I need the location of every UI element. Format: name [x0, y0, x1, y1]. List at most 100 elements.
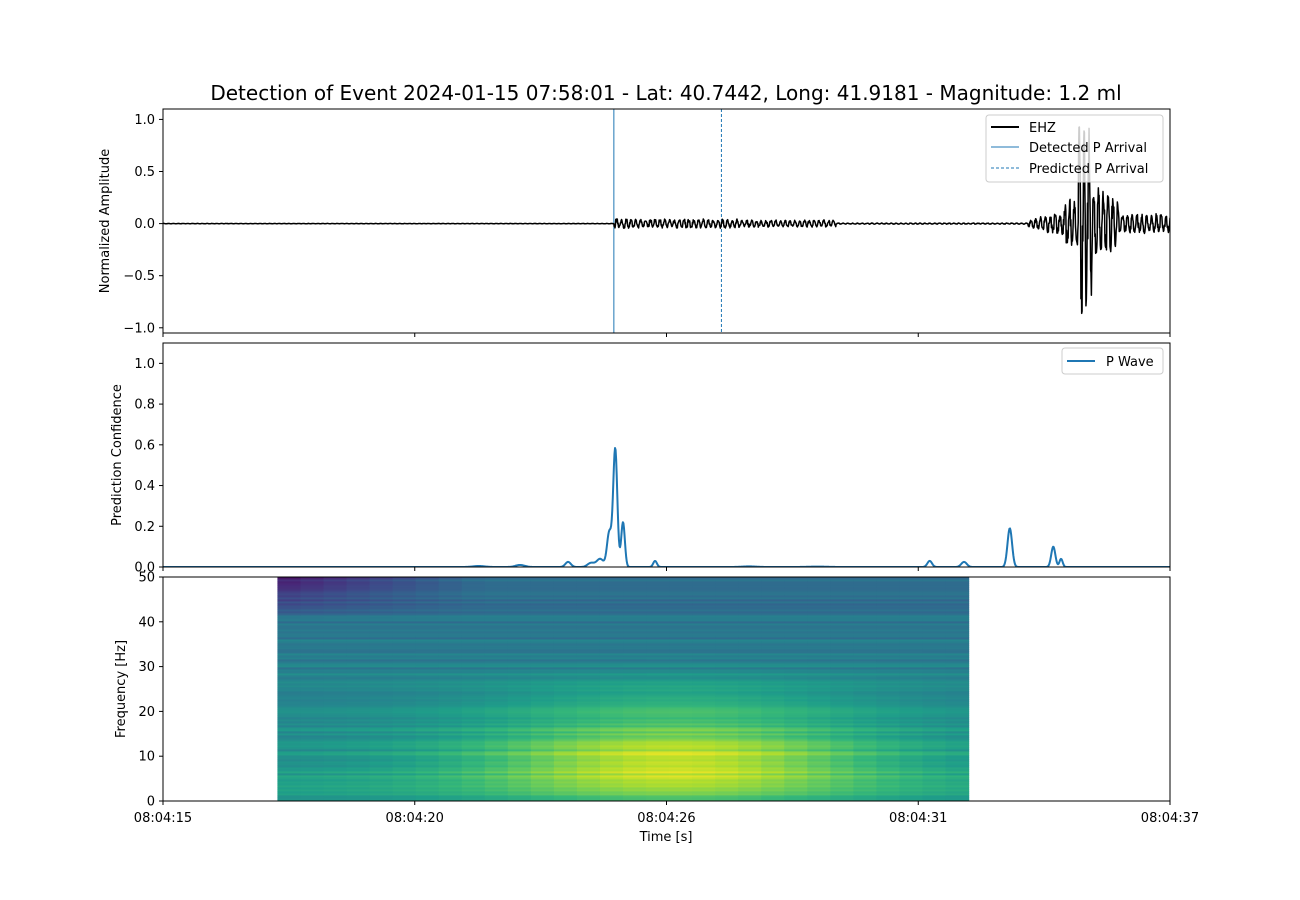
spectrogram-cell: [369, 607, 394, 610]
spectrogram-cell: [484, 773, 509, 776]
spectrogram-cell: [876, 615, 901, 618]
spectrogram-cell: [899, 685, 924, 688]
spectrogram-cell: [576, 765, 601, 768]
spectrogram-cell: [669, 735, 693, 738]
spectrogram-cell: [346, 601, 371, 604]
spectrogram-cell: [922, 731, 947, 734]
spectrogram-cell: [853, 637, 878, 640]
spectrogram-cell: [323, 621, 348, 624]
spectrogram-cell: [346, 595, 371, 598]
spectrogram-cell: [346, 783, 371, 786]
spectrogram-cell: [300, 771, 325, 774]
spectrogram-cell: [715, 711, 739, 714]
spectrogram-cell: [553, 577, 578, 580]
spectrogram-cell: [300, 605, 325, 608]
spectrogram-cell: [853, 689, 878, 692]
spectrogram-cell: [853, 771, 878, 774]
spectrogram-cell: [669, 671, 693, 674]
spectrogram-cell: [922, 783, 947, 786]
spectrogram-cell: [853, 601, 878, 604]
spectrogram-cell: [415, 763, 440, 766]
spectrogram-cell: [369, 759, 394, 762]
spectrogram-cell: [715, 595, 739, 598]
spectrogram-cell: [415, 663, 440, 666]
spectrogram-cell: [415, 713, 440, 716]
spectrogram-cell: [715, 737, 739, 740]
spectrogram-cell: [461, 789, 486, 792]
spectrogram-cell: [507, 799, 532, 802]
spectrogram-cell: [346, 629, 371, 632]
spectrogram-cell: [461, 769, 486, 772]
spectrogram-cell: [599, 669, 624, 672]
spectrogram-cell: [646, 595, 670, 598]
spectrogram-cell: [807, 795, 831, 798]
spectrogram-cell: [346, 757, 371, 760]
spectrogram-cell: [669, 587, 693, 590]
spectrogram-cell: [461, 617, 486, 620]
spectrogram-cell: [461, 777, 486, 780]
spectrogram-cell: [807, 689, 831, 692]
spectrogram-cell: [392, 783, 417, 786]
spectrogram-cell: [899, 597, 924, 600]
spectrogram-cell: [922, 767, 947, 770]
spectrogram-cell: [346, 667, 371, 670]
spectrogram-cell: [715, 587, 739, 590]
spectrogram-cell: [346, 759, 371, 762]
spectrogram-cell: [807, 751, 831, 754]
spectrogram-cell: [784, 747, 808, 750]
spectrogram-cell: [346, 583, 371, 586]
spectrogram-cell: [415, 585, 440, 588]
spectrogram-cell: [738, 701, 762, 704]
spectrogram-cell: [623, 727, 647, 730]
spectrogram-cell: [369, 779, 394, 782]
spectrogram-cell: [876, 725, 901, 728]
spectrogram-cell: [738, 669, 762, 672]
spectrogram-cell: [461, 603, 486, 606]
spectrogram-cell: [623, 645, 647, 648]
spectrogram-cell: [738, 663, 762, 666]
spectrogram-cell: [715, 787, 739, 790]
spectrogram-cell: [761, 747, 785, 750]
spectrogram-cell: [461, 717, 486, 720]
spectrogram-cell: [738, 783, 762, 786]
spectrogram-cell: [576, 639, 601, 642]
spectrogram-cell: [599, 593, 624, 596]
spectrogram-cell: [669, 781, 693, 784]
spectrogram-cell: [669, 617, 693, 620]
spectrogram-cell: [415, 597, 440, 600]
spectrogram-cell: [277, 799, 302, 802]
spectrogram-cell: [300, 687, 325, 690]
spectrogram-cell: [461, 743, 486, 746]
spectrogram-cell: [830, 789, 855, 792]
spectrogram-cell: [438, 619, 463, 622]
spectrogram-cell: [553, 793, 578, 796]
spectrogram-cell: [761, 615, 785, 618]
spectrogram-cell: [392, 731, 417, 734]
spectrogram-cell: [346, 607, 371, 610]
spectrogram-cell: [369, 655, 394, 658]
spectrogram-cell: [277, 613, 302, 616]
spectrogram-cell: [807, 653, 831, 656]
spectrogram-cell: [715, 783, 739, 786]
spectrogram-cell: [899, 779, 924, 782]
spectrogram-cell: [392, 745, 417, 748]
spectrogram-cell: [945, 741, 970, 744]
spectrogram-ytick-label: 10: [138, 750, 155, 765]
spectrogram-cell: [599, 773, 624, 776]
spectrogram-cell: [599, 707, 624, 710]
spectrogram-cell: [784, 777, 808, 780]
spectrogram-cell: [438, 785, 463, 788]
spectrogram-cell: [876, 637, 901, 640]
spectrogram-cell: [692, 793, 716, 796]
spectrogram-cell: [438, 737, 463, 740]
spectrogram-cell: [392, 723, 417, 726]
spectrogram-cell: [392, 605, 417, 608]
spectrogram-cell: [530, 727, 555, 730]
spectrogram-cell: [853, 679, 878, 682]
spectrogram-cell: [346, 731, 371, 734]
spectrogram-cell: [277, 583, 302, 586]
spectrogram-cell: [323, 695, 348, 698]
spectrogram-cell: [369, 761, 394, 764]
spectrogram-cell: [392, 665, 417, 668]
spectrogram-cell: [853, 769, 878, 772]
